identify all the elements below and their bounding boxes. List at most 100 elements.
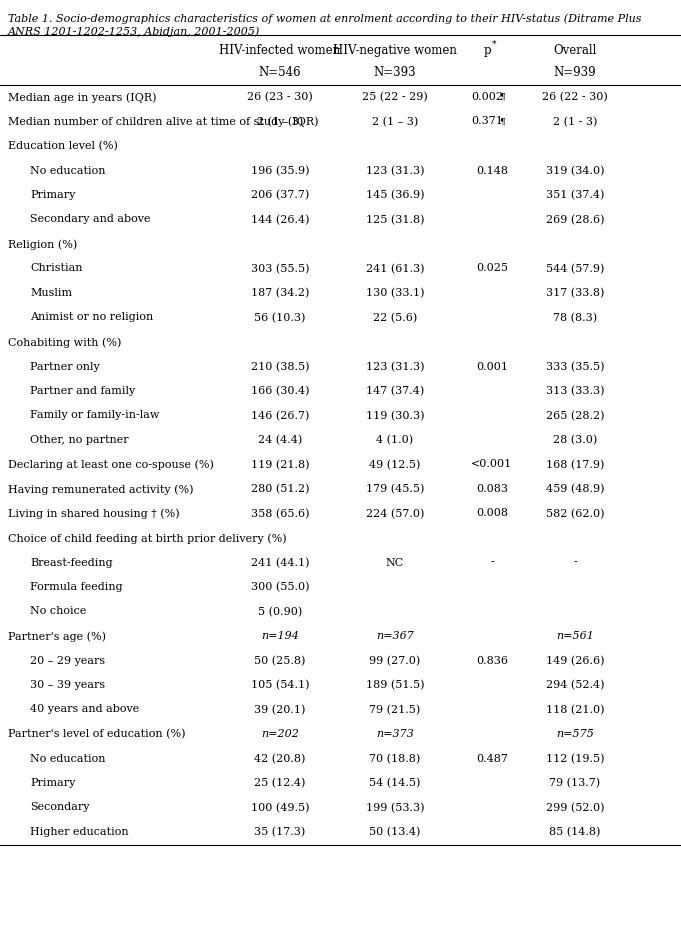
Text: n=575: n=575	[556, 728, 594, 739]
Text: 2 (1 – 3): 2 (1 – 3)	[257, 116, 303, 126]
Text: N=393: N=393	[374, 66, 416, 79]
Text: 300 (55.0): 300 (55.0)	[251, 581, 309, 592]
Text: 0.083: 0.083	[476, 484, 508, 493]
Text: 146 (26.7): 146 (26.7)	[251, 410, 309, 420]
Text: 358 (65.6): 358 (65.6)	[251, 508, 309, 519]
Text: 224 (57.0): 224 (57.0)	[366, 508, 424, 519]
Text: 118 (21.0): 118 (21.0)	[545, 704, 604, 714]
Text: Secondary and above: Secondary and above	[30, 214, 151, 225]
Text: n=367: n=367	[376, 630, 414, 640]
Text: 0.002: 0.002	[471, 92, 503, 102]
Text: 0.001: 0.001	[476, 361, 508, 371]
Text: 333 (35.5): 333 (35.5)	[545, 361, 604, 372]
Text: 2 (1 – 3): 2 (1 – 3)	[372, 116, 418, 126]
Text: 78 (8.3): 78 (8.3)	[553, 313, 597, 323]
Text: 39 (20.1): 39 (20.1)	[254, 704, 306, 714]
Text: 168 (17.9): 168 (17.9)	[545, 459, 604, 469]
Text: Partner and family: Partner and family	[30, 386, 136, 396]
Text: Christian: Christian	[30, 263, 82, 273]
Text: 265 (28.2): 265 (28.2)	[545, 410, 604, 420]
Text: Declaring at least one co-spouse (%): Declaring at least one co-spouse (%)	[8, 459, 214, 470]
Text: 70 (18.8): 70 (18.8)	[369, 753, 421, 763]
Text: *: *	[492, 40, 496, 49]
Text: Median number of children alive at time of study (IQR): Median number of children alive at time …	[8, 116, 319, 127]
Text: 145 (36.9): 145 (36.9)	[366, 190, 424, 200]
Text: 130 (33.1): 130 (33.1)	[366, 287, 424, 298]
Text: Secondary: Secondary	[30, 801, 89, 812]
Text: NC: NC	[386, 557, 404, 567]
Text: 144 (26.4): 144 (26.4)	[251, 214, 309, 225]
Text: 459 (48.9): 459 (48.9)	[545, 484, 604, 494]
Text: Muslim: Muslim	[30, 287, 72, 298]
Text: 303 (55.5): 303 (55.5)	[251, 263, 309, 273]
Text: 25 (22 - 29): 25 (22 - 29)	[362, 92, 428, 102]
Text: Partner only: Partner only	[30, 361, 99, 371]
Text: 50 (25.8): 50 (25.8)	[254, 655, 306, 665]
Text: n=194: n=194	[261, 630, 299, 640]
Text: 0.008: 0.008	[476, 508, 508, 518]
Text: n=373: n=373	[376, 728, 414, 739]
Text: 26 (22 - 30): 26 (22 - 30)	[542, 92, 608, 102]
Text: 119 (21.8): 119 (21.8)	[251, 459, 309, 469]
Text: n=202: n=202	[261, 728, 299, 739]
Text: 187 (34.2): 187 (34.2)	[251, 287, 309, 298]
Text: 125 (31.8): 125 (31.8)	[366, 214, 424, 225]
Text: 25 (12.4): 25 (12.4)	[254, 777, 306, 787]
Text: 24 (4.4): 24 (4.4)	[258, 434, 302, 445]
Text: Choice of child feeding at birth prior delivery (%): Choice of child feeding at birth prior d…	[8, 533, 287, 543]
Text: 22 (5.6): 22 (5.6)	[373, 313, 417, 323]
Text: Cohabiting with (%): Cohabiting with (%)	[8, 337, 121, 347]
Text: 199 (53.3): 199 (53.3)	[366, 801, 424, 812]
Text: Higher education: Higher education	[30, 826, 129, 836]
Text: 49 (12.5): 49 (12.5)	[369, 459, 421, 469]
Text: 105 (54.1): 105 (54.1)	[251, 680, 309, 690]
Text: 35 (17.3): 35 (17.3)	[255, 826, 306, 837]
Text: Table 1. Socio-demographics characteristics of women at enrolment according to t: Table 1. Socio-demographics characterist…	[8, 13, 642, 23]
Text: 4 (1.0): 4 (1.0)	[377, 434, 413, 445]
Text: ANRS 1201-1202-1253, Abidjan, 2001-2005): ANRS 1201-1202-1253, Abidjan, 2001-2005)	[8, 26, 260, 37]
Text: Living in shared housing † (%): Living in shared housing † (%)	[8, 508, 180, 519]
Text: 189 (51.5): 189 (51.5)	[366, 680, 424, 690]
Text: p: p	[484, 44, 491, 57]
Text: ¶: ¶	[499, 93, 505, 102]
Text: 179 (45.5): 179 (45.5)	[366, 484, 424, 494]
Text: No education: No education	[30, 753, 106, 763]
Text: 0.025: 0.025	[476, 263, 508, 273]
Text: Partner's age (%): Partner's age (%)	[8, 630, 106, 641]
Text: ¶: ¶	[499, 117, 505, 126]
Text: 79 (21.5): 79 (21.5)	[369, 704, 421, 714]
Text: 0.371: 0.371	[471, 116, 503, 126]
Text: Breast-feeding: Breast-feeding	[30, 557, 112, 567]
Text: No education: No education	[30, 166, 106, 175]
Text: 40 years and above: 40 years and above	[30, 704, 139, 714]
Text: 313 (33.3): 313 (33.3)	[545, 386, 604, 396]
Text: 196 (35.9): 196 (35.9)	[251, 166, 309, 176]
Text: 112 (19.5): 112 (19.5)	[545, 753, 604, 763]
Text: 2 (1 - 3): 2 (1 - 3)	[553, 116, 597, 126]
Text: 85 (14.8): 85 (14.8)	[550, 826, 601, 837]
Text: N=546: N=546	[259, 66, 301, 79]
Text: Having remunerated activity (%): Having remunerated activity (%)	[8, 484, 193, 494]
Text: 50 (13.4): 50 (13.4)	[369, 826, 421, 837]
Text: 241 (61.3): 241 (61.3)	[366, 263, 424, 273]
Text: Family or family-in-law: Family or family-in-law	[30, 410, 159, 420]
Text: 210 (38.5): 210 (38.5)	[251, 361, 309, 372]
Text: 42 (20.8): 42 (20.8)	[254, 753, 306, 763]
Text: 544 (57.9): 544 (57.9)	[545, 263, 604, 273]
Text: 20 – 29 years: 20 – 29 years	[30, 655, 105, 665]
Text: 79 (13.7): 79 (13.7)	[550, 777, 601, 787]
Text: 317 (33.8): 317 (33.8)	[545, 287, 604, 298]
Text: Partner's level of education (%): Partner's level of education (%)	[8, 728, 185, 739]
Text: <0.001: <0.001	[471, 459, 513, 469]
Text: 99 (27.0): 99 (27.0)	[369, 655, 421, 665]
Text: Overall: Overall	[553, 44, 597, 57]
Text: 351 (37.4): 351 (37.4)	[545, 190, 604, 200]
Text: 56 (10.3): 56 (10.3)	[254, 313, 306, 323]
Text: Religion (%): Religion (%)	[8, 239, 77, 249]
Text: HIV-negative women: HIV-negative women	[333, 44, 457, 57]
Text: 147 (37.4): 147 (37.4)	[366, 386, 424, 396]
Text: Primary: Primary	[30, 190, 76, 199]
Text: n=561: n=561	[556, 630, 594, 640]
Text: 319 (34.0): 319 (34.0)	[545, 166, 604, 176]
Text: 123 (31.3): 123 (31.3)	[366, 361, 424, 372]
